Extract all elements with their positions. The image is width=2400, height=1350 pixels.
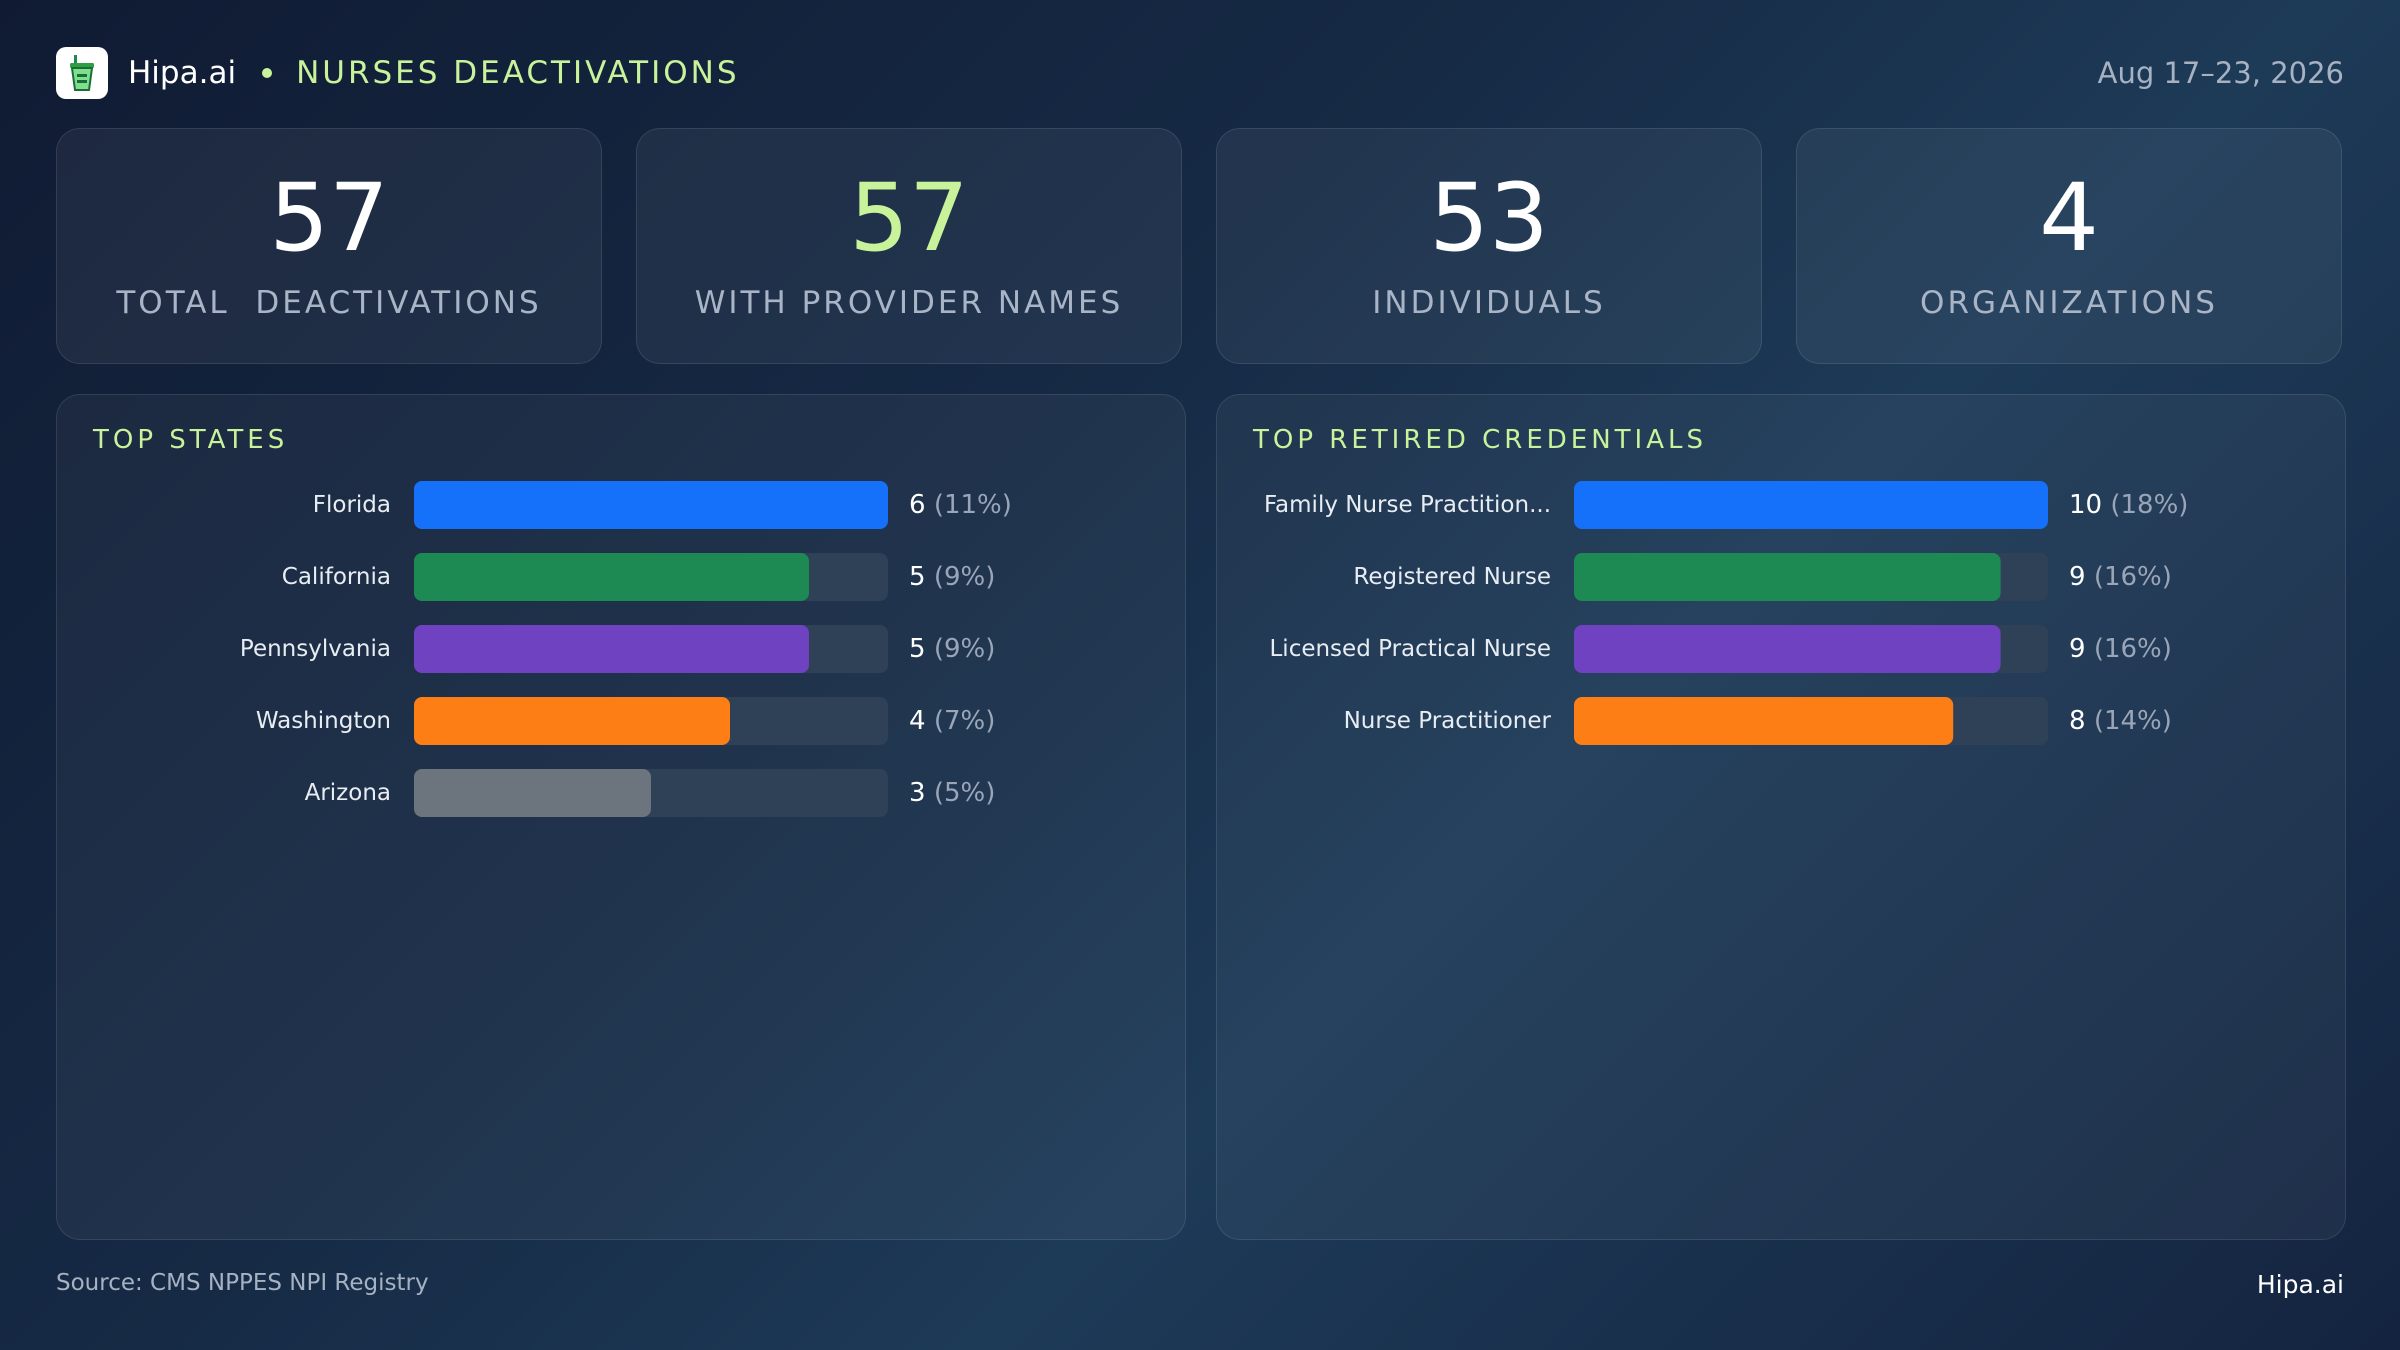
bar (1574, 481, 2048, 529)
bar (1574, 553, 2001, 601)
stat-value: 57 (269, 164, 389, 273)
top-states-chart: Florida 6 (11%) California 5 (9%) Pennsylvan… (240, 481, 1012, 817)
footer-brand: Hipa.ai (2256, 1270, 2344, 1299)
brand-name: Hipa.ai (128, 55, 237, 91)
stat-label: ORGANIZATIONS (1920, 285, 2218, 321)
stat-card-with-provider-names: 57 WITH PROVIDER NAMES (636, 128, 1182, 364)
bar (414, 697, 730, 745)
value-label: 9 (16%) (2069, 634, 2172, 664)
stat-label: TOTAL DEACTIVATIONS (116, 285, 542, 321)
value-label: 10 (18%) (2069, 490, 2188, 520)
percent-label: (16%) (2094, 634, 2172, 664)
source-note: Source: CMS NPPES NPI Registry (56, 1270, 429, 1296)
value-label: 6 (11%) (909, 490, 1012, 520)
page-title: NURSES DEACTIVATIONS (296, 55, 740, 91)
stat-value: 53 (1429, 164, 1549, 273)
stat-label: WITH PROVIDER NAMES (694, 285, 1124, 321)
value-label: 3 (5%) (909, 778, 995, 808)
stat-value: 4 (2039, 164, 2099, 273)
percent-label: (11%) (934, 490, 1012, 520)
percent-label: (9%) (934, 634, 996, 664)
separator-dot (262, 68, 273, 78)
stat-card-total-deactivations: 57 TOTAL DEACTIVATIONS (56, 128, 602, 364)
stat-label: INDIVIDUALS (1372, 285, 1606, 321)
category-label: Registered Nurse (1353, 564, 1551, 590)
bar (414, 625, 809, 673)
top-states-panel: TOP STATES Florida 6 (11%) California 5 (9%… (56, 394, 1186, 1240)
panel-title: TOP STATES (93, 425, 289, 455)
bar (1574, 697, 1954, 745)
percent-label: (9%) (934, 562, 996, 592)
panel-title: TOP RETIRED CREDENTIALS (1253, 425, 1707, 455)
logo (56, 47, 108, 99)
stat-value: 57 (849, 164, 969, 273)
category-label: Nurse Practitioner (1344, 708, 1552, 734)
percent-label: (14%) (2094, 706, 2172, 736)
category-label: Florida (313, 492, 391, 518)
bar (414, 769, 651, 817)
category-label: Family Nurse Practition... (1264, 492, 1551, 518)
stat-card-organizations: 4 ORGANIZATIONS (1796, 128, 2342, 364)
stat-card-individuals: 53 INDIVIDUALS (1216, 128, 1762, 364)
cup-icon (70, 55, 94, 91)
value-label: 5 (9%) (909, 634, 995, 664)
percent-label: (7%) (934, 706, 996, 736)
value-label: 4 (7%) (909, 706, 995, 736)
category-label: California (282, 564, 391, 590)
percent-label: (5%) (934, 778, 996, 808)
category-label: Arizona (305, 780, 391, 806)
percent-label: (16%) (2094, 562, 2172, 592)
header: Hipa.ai NURSES DEACTIVATIONS Aug 17–23, … (56, 46, 2344, 100)
bar (414, 553, 809, 601)
category-label: Pennsylvania (240, 636, 391, 662)
value-label: 9 (16%) (2069, 562, 2172, 592)
category-label: Licensed Practical Nurse (1269, 636, 1551, 662)
bar (1574, 625, 2001, 673)
date-range: Aug 17–23, 2026 (2097, 56, 2344, 90)
value-label: 8 (14%) (2069, 706, 2172, 736)
bar (414, 481, 888, 529)
value-label: 5 (9%) (909, 562, 995, 592)
percent-label: (18%) (2110, 490, 2188, 520)
top-credentials-panel: TOP RETIRED CREDENTIALS Family Nurse Pra… (1216, 394, 2346, 1240)
top-credentials-chart: Family Nurse Practition... 10 (18%) Regist… (1264, 481, 2188, 745)
category-label: Washington (256, 708, 391, 734)
